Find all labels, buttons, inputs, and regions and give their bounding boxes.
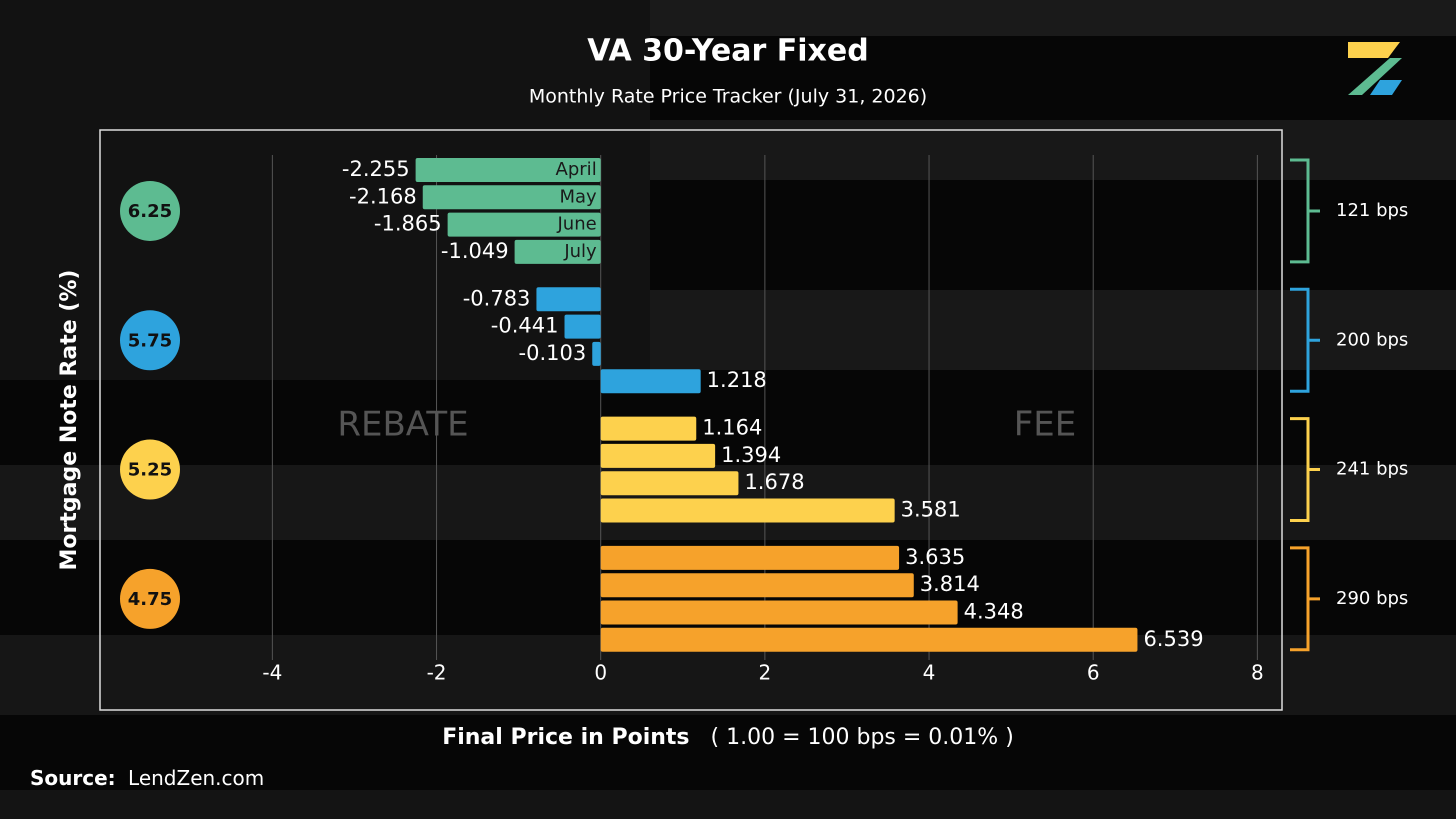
spread-bracket [1290, 158, 1320, 264]
bar [600, 545, 900, 570]
bar [447, 212, 601, 237]
bar [600, 573, 914, 598]
x-tick-label: 6 [1087, 661, 1100, 685]
category-label: June [557, 214, 597, 235]
value-label: -0.783 [463, 286, 531, 310]
bar [536, 287, 601, 312]
value-label: -1.049 [441, 239, 509, 263]
spread-label: 241 bps [1336, 459, 1408, 480]
bar [600, 369, 701, 394]
value-label: 3.581 [901, 498, 961, 522]
bar [600, 443, 716, 468]
source: LendZen.com [128, 766, 264, 790]
bar [600, 600, 958, 625]
value-label: -2.255 [342, 157, 410, 181]
x-tick-label: 0 [594, 661, 607, 685]
x-axis-title: Final Price in Points [442, 725, 689, 750]
bar [514, 239, 601, 264]
spread-bracket [1290, 546, 1320, 652]
bar [600, 498, 895, 523]
annotation: FEE [1014, 405, 1077, 445]
logo [1348, 42, 1402, 95]
source-line: Source: LendZen.com [30, 766, 264, 790]
spread-label: 121 bps [1336, 200, 1408, 221]
bar [600, 416, 697, 441]
value-label: -1.865 [374, 212, 442, 236]
category-label: April [556, 159, 597, 180]
value-label: 1.218 [707, 368, 767, 392]
x-tick-label: -2 [427, 661, 447, 685]
x-tick-label: 8 [1251, 661, 1264, 685]
group-label: 6.25 [128, 201, 172, 222]
group-badge [120, 568, 180, 629]
value-label: 1.678 [744, 470, 804, 494]
bar [592, 341, 601, 366]
group-badge [120, 310, 180, 371]
x-axis-label: Final Price in Points ( 1.00 = 100 bps =… [442, 725, 1014, 750]
x-tick-label: 2 [759, 661, 772, 685]
value-label: -0.103 [519, 341, 587, 365]
y-axis-label: Mortgage Note Rate (%) [57, 270, 82, 571]
bar [415, 158, 601, 182]
x-axis-note: ( 1.00 = 100 bps = 0.01% ) [711, 725, 1014, 750]
value-label: 3.635 [905, 545, 965, 569]
spread-label: 200 bps [1336, 329, 1408, 350]
bar [600, 471, 739, 496]
chart-subtitle: Monthly Rate Price Tracker (July 31, 202… [529, 86, 927, 108]
chart-title: VA 30-Year Fixed [587, 34, 868, 69]
x-tick-label: -4 [262, 661, 282, 685]
annotation: REBATE [337, 405, 468, 445]
spread-label: 290 bps [1336, 588, 1408, 609]
spread-bracket [1290, 287, 1320, 393]
group-label: 5.75 [128, 330, 172, 351]
value-label: 1.394 [721, 443, 781, 467]
value-label: 4.348 [964, 600, 1024, 624]
category-label: July [563, 241, 597, 262]
plot-frame [99, 129, 1283, 711]
group-label: 4.75 [128, 589, 172, 610]
spread-bracket [1290, 417, 1320, 522]
bar [564, 314, 601, 339]
group-badge [120, 180, 180, 241]
bar [422, 185, 601, 210]
value-label: 1.164 [702, 416, 762, 440]
value-label: 3.814 [920, 572, 980, 596]
value-label: 6.539 [1143, 627, 1203, 651]
value-label: -2.168 [349, 184, 417, 208]
category-label: May [559, 186, 597, 207]
value-label: -0.441 [491, 314, 559, 338]
source-label: Source: [30, 766, 116, 790]
x-tick-label: 4 [923, 661, 936, 685]
group-badge [120, 439, 180, 500]
bar [600, 627, 1138, 652]
group-label: 5.25 [128, 460, 172, 481]
